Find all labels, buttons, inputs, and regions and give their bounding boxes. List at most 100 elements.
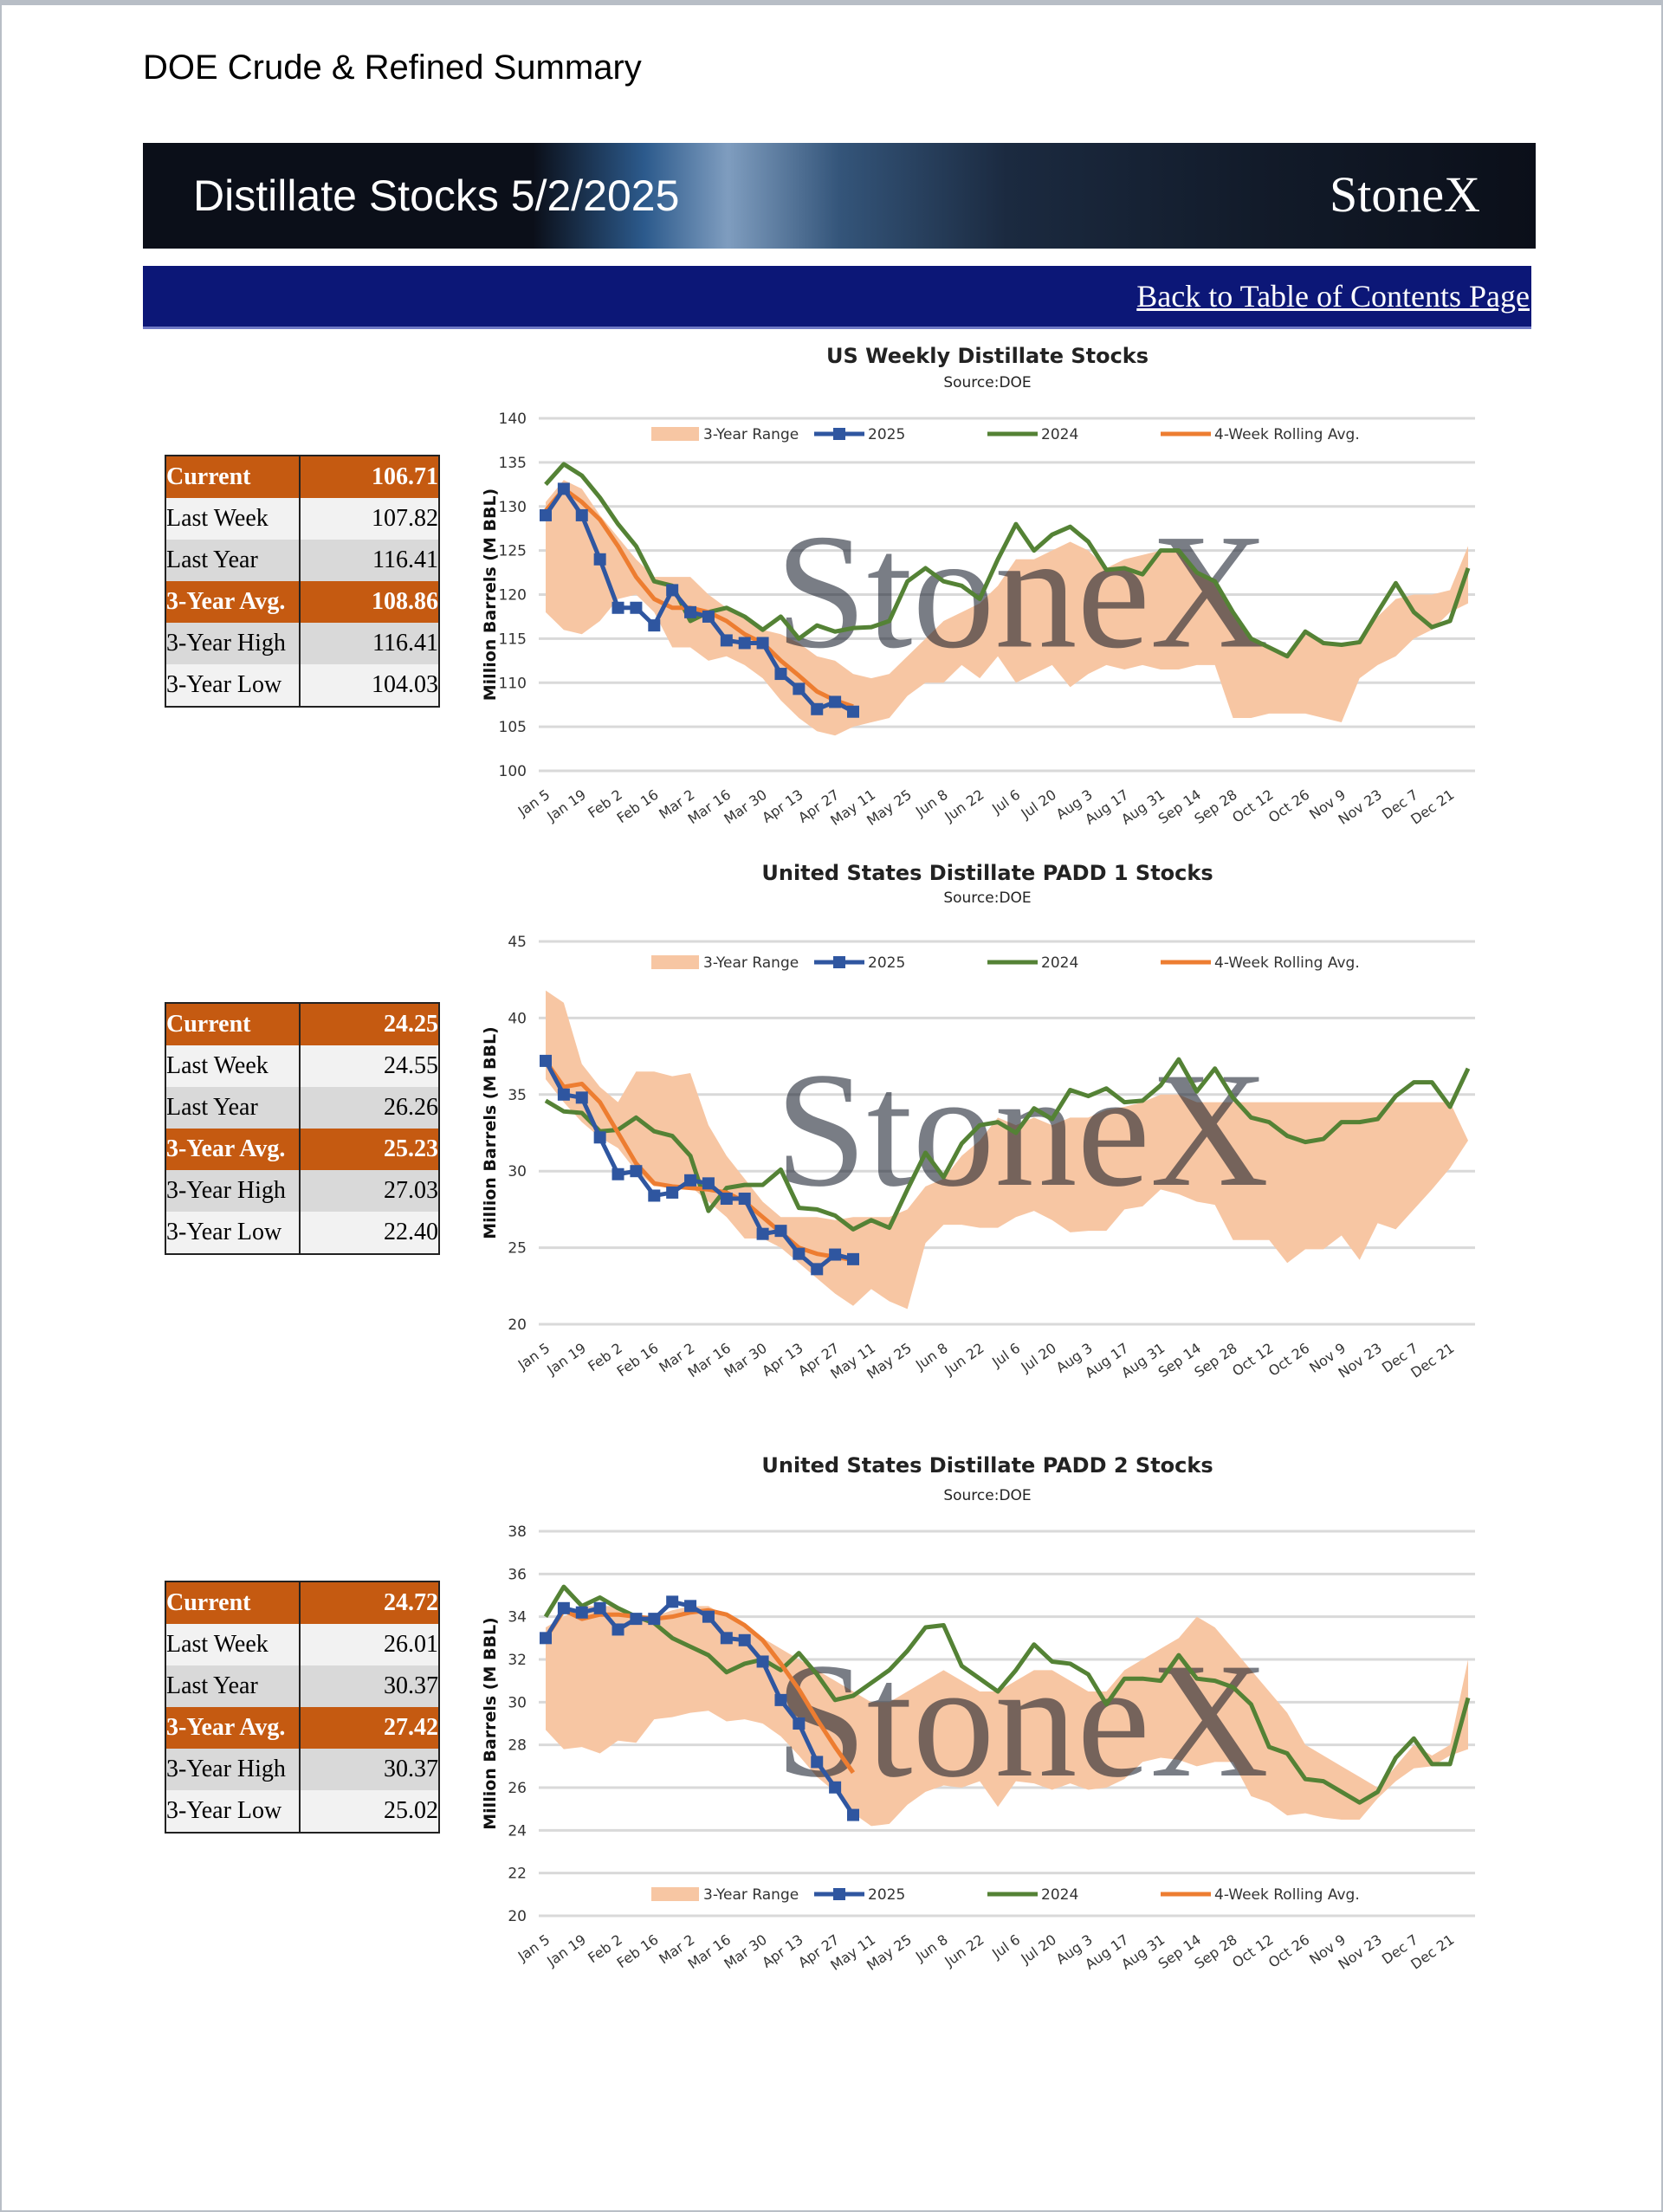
stats-value: 22.40 [300, 1212, 439, 1254]
legend-label: 3-Year Range [703, 954, 799, 972]
data-point-2025 [847, 1808, 859, 1821]
stats-table-us: Current 106.71 Last Week 107.82 Last Year 116… [165, 455, 440, 708]
x-tick-label: Oct 12 [1229, 1340, 1276, 1380]
y-axis-label: Million Barrels (M BBL) [481, 488, 500, 701]
data-point-2025 [593, 553, 606, 566]
legend-label: 3-Year Range [703, 426, 799, 443]
data-point-2025 [793, 682, 806, 695]
data-point-2025 [648, 619, 661, 632]
data-point-2025 [684, 605, 697, 618]
data-point-2025 [829, 695, 842, 708]
y-tick-label: 24 [508, 1822, 527, 1840]
data-point-2025 [666, 1186, 679, 1199]
y-tick-label: 20 [508, 1316, 527, 1334]
y-tick-label: 115 [499, 631, 527, 648]
stats-label: 3-Year High [165, 1170, 301, 1212]
data-point-2025 [702, 610, 715, 623]
stats-row: 3-Year High 30.37 [165, 1749, 439, 1790]
series-line-2024 [543, 1584, 1471, 1805]
stats-row: Last Week 24.55 [165, 1045, 439, 1087]
stats-label: 3-Year Low [165, 664, 301, 707]
legend-swatch-range [651, 955, 699, 969]
stats-value: 25.02 [300, 1790, 439, 1833]
legend-label: 2025 [868, 954, 905, 972]
stats-row: Last Year 30.37 [165, 1665, 439, 1707]
banner-title: Distillate Stocks 5/2/2025 [193, 171, 680, 220]
stats-row: 3-Year Avg. 25.23 [165, 1129, 439, 1170]
legend-marker [833, 1888, 845, 1900]
back-to-toc-link[interactable]: Back to Table of Contents Page [1136, 279, 1530, 314]
x-tick-label: Oct 26 [1265, 1340, 1312, 1380]
data-point-2025 [666, 1595, 679, 1608]
y-tick-label: 130 [499, 499, 527, 516]
stats-label: 3-Year High [165, 1749, 301, 1790]
stats-value: 30.37 [300, 1665, 439, 1707]
x-tick-label: Jan 19 [543, 1931, 589, 1970]
y-tick-label: 38 [508, 1523, 527, 1541]
y-tick-label: 125 [499, 543, 527, 560]
stats-value: 104.03 [300, 664, 439, 707]
legend-label: 4-Week Rolling Avg. [1214, 954, 1360, 972]
data-point-2025 [720, 634, 733, 647]
stats-label: Last Week [165, 498, 301, 540]
data-point-2025 [829, 1248, 842, 1261]
legend-label: 2024 [1041, 954, 1078, 972]
data-point-2025 [847, 705, 859, 718]
series-line-4-week-rolling-avg- [544, 486, 854, 709]
x-tick-label: Feb 16 [614, 1931, 662, 1971]
data-point-2025 [611, 601, 624, 614]
y-tick-label: 36 [508, 1566, 527, 1583]
stats-value: 30.37 [300, 1749, 439, 1790]
data-point-2025 [557, 1088, 570, 1101]
legend-swatch-range [651, 427, 699, 441]
x-tick-label: Apr 13 [759, 1931, 806, 1971]
chart-svg: United States Distillate PADD 1 Stocks So… [481, 861, 1475, 1382]
x-tick-label: Oct 26 [1265, 786, 1312, 826]
data-point-2025 [575, 508, 588, 521]
stats-row: Last Week 107.82 [165, 498, 439, 540]
chart-subtitle: Source:DOE [943, 374, 1031, 391]
y-tick-label: 32 [508, 1652, 527, 1669]
stats-row: 3-Year High 116.41 [165, 623, 439, 664]
stats-row: 3-Year Avg. 108.86 [165, 581, 439, 623]
nav-bar: Back to Table of Contents Page [143, 266, 1531, 329]
legend-label: 2025 [868, 1886, 905, 1904]
chart-us-distillate: US Weekly Distillate Stocks Source:DOE Mil… [450, 342, 1490, 844]
data-point-2025 [540, 1054, 552, 1067]
x-tick-label: Oct 12 [1229, 1931, 1276, 1971]
stats-value: 26.01 [300, 1624, 439, 1665]
stats-row: 3-Year High 27.03 [165, 1170, 439, 1212]
y-tick-label: 22 [508, 1866, 527, 1883]
x-tick-label: Jul 20 [1018, 1340, 1059, 1376]
stats-row: Current 24.72 [165, 1581, 439, 1624]
data-point-2025 [720, 1632, 733, 1645]
chart-padd2-distillate: United States Distillate PADD 2 Stocks So… [450, 1446, 1490, 1983]
y-tick-label: 135 [499, 455, 527, 472]
y-tick-label: 110 [499, 675, 527, 692]
data-point-2025 [684, 1600, 697, 1613]
data-point-2025 [593, 1601, 606, 1614]
data-point-2025 [756, 637, 769, 650]
x-tick-label: Jun 22 [941, 786, 987, 825]
data-point-2025 [575, 1091, 588, 1104]
stats-value: 108.86 [300, 581, 439, 623]
stats-value: 107.82 [300, 498, 439, 540]
data-point-2025 [811, 1756, 824, 1769]
stats-row: Last Year 26.26 [165, 1087, 439, 1129]
data-point-2025 [666, 584, 679, 597]
data-point-2025 [540, 508, 552, 521]
stonex-watermark: StoneX [775, 1630, 1269, 1812]
stats-label: Last Week [165, 1045, 301, 1087]
chart-svg: US Weekly Distillate Stocks Source:DOE Mil… [481, 344, 1475, 829]
legend-label: 4-Week Rolling Avg. [1214, 426, 1360, 443]
chart-svg: United States Distillate PADD 2 Stocks So… [481, 1453, 1475, 1974]
data-point-2025 [847, 1252, 859, 1265]
x-tick-label: Feb 16 [614, 786, 662, 826]
stats-label: Current [165, 456, 301, 498]
page-title: DOE Crude & Refined Summary [143, 49, 642, 87]
stats-label: Last Year [165, 1665, 301, 1707]
stats-label: 3-Year Avg. [165, 1707, 301, 1749]
chart-title: US Weekly Distillate Stocks [826, 344, 1149, 368]
stats-value: 26.26 [300, 1087, 439, 1129]
stonex-watermark: StoneX [775, 1039, 1269, 1221]
